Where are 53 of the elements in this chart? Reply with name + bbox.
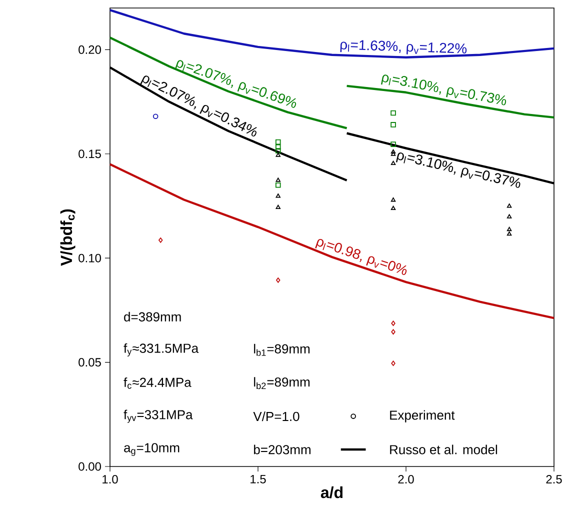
point xyxy=(276,278,280,283)
annotation: f$_{y}$≈331.5MPa xyxy=(124,343,199,356)
point xyxy=(391,320,396,326)
point xyxy=(506,204,512,208)
point xyxy=(275,144,281,150)
point xyxy=(390,149,396,154)
y-axis-title: V/(bdf$_{c}$) xyxy=(60,209,76,266)
annotation: V/P=1.0 xyxy=(253,412,300,422)
y-tick-label: 0.10 xyxy=(78,254,101,262)
point xyxy=(275,139,281,145)
text: ρ$_{l}$=3.10%, ρ$_{v}$=0.37% xyxy=(396,152,520,188)
point xyxy=(158,238,163,243)
text: ρ$_{l}$=0.98, ρ$_{v}$=0% xyxy=(315,238,407,275)
point xyxy=(275,182,281,188)
point xyxy=(506,214,512,218)
y-tick-label: 0.15 xyxy=(78,150,101,158)
point xyxy=(390,198,396,202)
point xyxy=(390,110,396,116)
point xyxy=(276,204,280,209)
annotation: a$_{g}$=10mm xyxy=(124,443,180,456)
x-tick-label: 1.5 xyxy=(250,475,266,484)
point xyxy=(391,360,396,366)
point xyxy=(390,160,396,166)
line-series xyxy=(108,8,556,58)
annotation: f$_{c}$≈24.4MPa xyxy=(124,377,192,389)
y-tick-label: 0.20 xyxy=(78,45,101,54)
point xyxy=(390,122,396,128)
point xyxy=(152,114,158,120)
annotation: l$_{b2}$=89mm xyxy=(254,377,310,390)
text: ρ$_{l}$=3.10%, ρ$_{v}$=0.73% xyxy=(381,74,506,106)
x-tick-label: 2.5 xyxy=(546,475,562,484)
x-axis-title: a/d xyxy=(320,486,343,498)
x-tick-label: 2.0 xyxy=(398,475,414,484)
x-tick-label: 1.0 xyxy=(102,475,118,484)
annotation: Russo et al. model xyxy=(390,444,498,454)
point xyxy=(506,226,512,232)
annotation: Experiment xyxy=(390,410,455,422)
annotation: f$_{yv}$=331MPa xyxy=(124,410,193,423)
point xyxy=(390,152,396,156)
annotation: d=389mm xyxy=(124,312,181,322)
point xyxy=(276,152,280,157)
point xyxy=(390,142,396,147)
annotation: b=203mm xyxy=(254,444,310,454)
point xyxy=(391,329,396,335)
y-tick-label: 0.05 xyxy=(78,358,101,367)
point xyxy=(506,231,512,236)
point xyxy=(276,194,280,198)
point xyxy=(275,148,281,154)
annotation: l$_{b1}$=89mm xyxy=(254,344,310,356)
point xyxy=(276,178,280,182)
series-label: ρ$_{l}$=1.63%, ρ$_{v}$=1.22% xyxy=(340,40,467,54)
y-tick-label: 0.00 xyxy=(78,462,101,471)
point xyxy=(390,206,396,210)
